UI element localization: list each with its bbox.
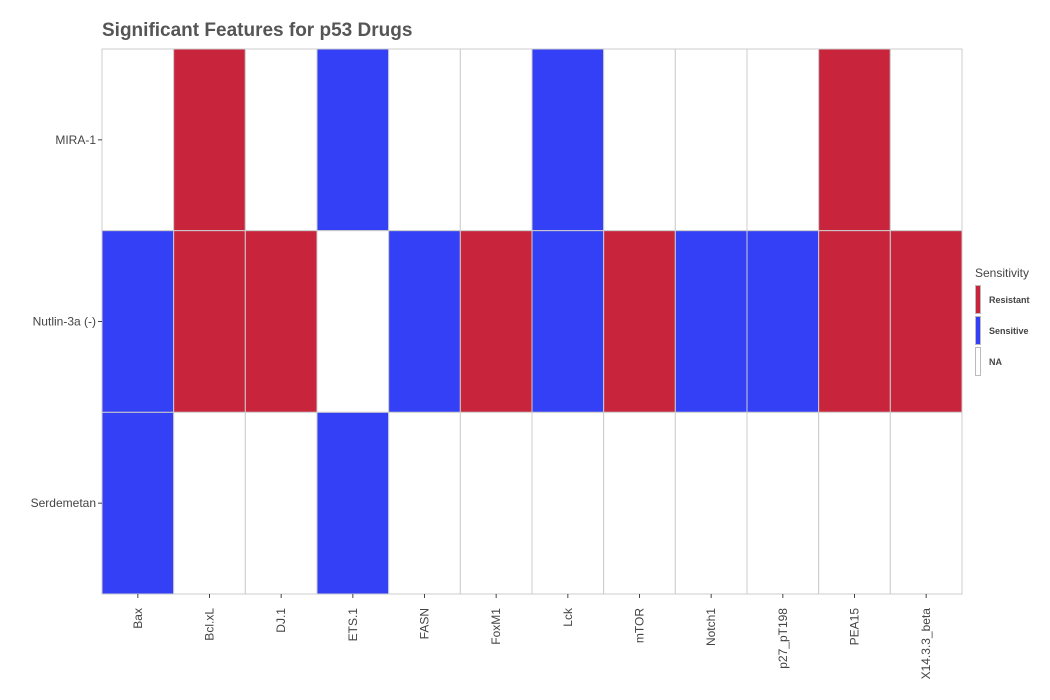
heatmap-cell-mira-1-mtor [603, 48, 676, 232]
y-tick-label-mira-1: MIRA-1 [55, 133, 96, 147]
heatmap-cell-mira-1-notch1 [674, 48, 748, 232]
legend-label-sensitive: Sensitive [989, 326, 1029, 336]
heatmap-cell-mira-1-fasn [388, 48, 461, 232]
legend-item-resistant: Resistant [975, 285, 1030, 316]
legend-label-na: NA [989, 357, 1002, 367]
legend-label-resistant: Resistant [989, 295, 1030, 305]
heatmap-cell-mira-1-pea15 [818, 48, 891, 232]
heatmap-cell-mira-1-ets-1 [316, 48, 390, 232]
heatmap-cell-mira-1-lck [531, 48, 605, 232]
legend-item-na: NA [975, 347, 1029, 378]
x-tick-label-ets-1: ETS.1 [346, 608, 360, 642]
heatmap-cell-serdemetan-notch1 [674, 411, 748, 595]
heatmap-cell-nutlin-3a-p27-pt198 [746, 230, 820, 413]
x-tick-label-lck: Lck [561, 607, 575, 627]
legend-title: Sensitivity [975, 266, 1030, 280]
heatmap-cell-nutlin-3a-notch1 [674, 230, 748, 413]
x-tick-label-fasn: FASN [418, 608, 432, 639]
heatmap-cell-nutlin-3a-x14-3-3-beta [889, 230, 963, 413]
heatmap-cell-serdemetan-mtor [603, 411, 676, 595]
heatmap-cell-nutlin-3a-mtor [603, 230, 676, 413]
x-tick-label-bax: Bax [131, 608, 145, 629]
legend: Sensitivity Resistant Sensitive NA [975, 266, 1030, 378]
y-tick-label-serdemetan: Serdemetan [31, 496, 96, 510]
heatmap-cell-mira-1-foxm1 [459, 48, 533, 232]
heatmap-cell-mira-1-bcl-xl [173, 48, 246, 232]
heatmap-cell-serdemetan-pea15 [818, 411, 891, 595]
legend-swatch-resistant [975, 285, 981, 314]
chart-title: Significant Features for p53 Drugs [102, 20, 413, 41]
heatmap-cell-serdemetan-dj-1 [244, 411, 318, 595]
legend-item-sensitive: Sensitive [975, 316, 1029, 347]
x-tick-label-x14-3-3-beta: X14.3.3_beta [919, 608, 933, 680]
x-tick-label-notch1: Notch1 [704, 608, 718, 646]
x-tick-label-p27-pt198: p27_pT198 [776, 608, 790, 669]
heatmap-cell-serdemetan-ets-1 [316, 411, 390, 595]
heatmap-cell-nutlin-3a-lck [531, 230, 605, 413]
x-tick-label-foxm1: FoxM1 [489, 608, 503, 645]
legend-swatch-sensitive [975, 316, 981, 345]
heatmap-cell-nutlin-3a-bax [101, 230, 175, 413]
x-tick-label-bcl-xl: Bcl.xL [203, 608, 217, 641]
heatmap-cell-nutlin-3a-foxm1 [459, 230, 533, 413]
x-tick-label-mtor: mTOR [633, 608, 647, 643]
y-tick-label-nutlin-3a: Nutlin-3a (-) [33, 315, 96, 329]
heatmap-cell-nutlin-3a-bcl-xl [173, 230, 246, 413]
heatmap-cell-mira-1-bax [101, 48, 175, 232]
x-tick-label-pea15: PEA15 [848, 608, 862, 646]
heatmap-cell-mira-1-p27-pt198 [746, 48, 820, 232]
heatmap-cell-nutlin-3a-fasn [388, 230, 461, 413]
heatmap-cell-serdemetan-lck [531, 411, 605, 595]
heatmap-cell-serdemetan-bcl-xl [173, 411, 246, 595]
heatmap-cell-serdemetan-p27-pt198 [746, 411, 820, 595]
heatmap-cell-nutlin-3a-dj-1 [244, 230, 318, 413]
heatmap-cell-serdemetan-bax [101, 411, 175, 595]
heatmap-cell-serdemetan-foxm1 [459, 411, 533, 595]
heatmap-cell-mira-1-x14-3-3-beta [889, 48, 963, 232]
legend-swatch-na [975, 347, 981, 376]
heatmap-cell-serdemetan-x14-3-3-beta [889, 411, 963, 595]
x-tick-label-dj-1: DJ.1 [274, 608, 288, 633]
heatmap-cell-mira-1-dj-1 [244, 48, 318, 232]
heatmap-cell-serdemetan-fasn [388, 411, 461, 595]
heatmap-cell-nutlin-3a-pea15 [818, 230, 891, 413]
heatmap-cell-nutlin-3a-ets-1 [316, 230, 390, 413]
